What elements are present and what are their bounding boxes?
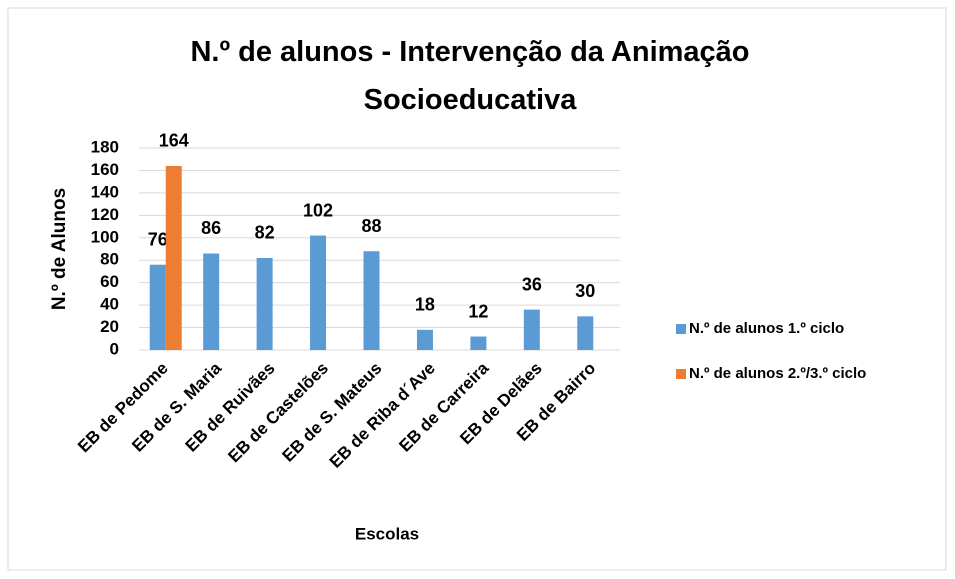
legend-swatch	[676, 324, 686, 334]
data-label: 30	[575, 281, 595, 301]
bar	[577, 316, 594, 350]
chart-title: N.º de alunos - Intervenção da Animação …	[190, 36, 750, 116]
legend-label: N.º de alunos 2.º/3.º ciclo	[689, 365, 866, 382]
y-tick-label: 100	[91, 227, 119, 246]
bar	[363, 251, 380, 350]
y-tick-label: 20	[100, 317, 119, 336]
x-axis-title: Escolas	[355, 524, 419, 543]
y-tick-label: 120	[91, 205, 119, 224]
y-axis-title: N.º de Alunos	[49, 188, 70, 310]
data-label: 82	[255, 223, 275, 243]
bar	[165, 165, 182, 350]
bar	[203, 253, 220, 350]
y-tick-label: 160	[91, 160, 119, 179]
data-label: 18	[415, 295, 435, 315]
y-tick-label: 0	[110, 339, 119, 358]
legend-label: N.º de alunos 1.º ciclo	[689, 320, 844, 337]
data-label: 36	[522, 274, 542, 294]
legend-swatch	[676, 369, 686, 379]
bar	[256, 257, 273, 350]
data-label: 88	[361, 216, 381, 236]
data-label: 86	[201, 218, 221, 238]
bar	[310, 235, 327, 350]
bar	[149, 264, 166, 350]
data-label: 102	[303, 200, 333, 220]
data-label: 12	[468, 301, 488, 321]
y-tick-label: 180	[91, 137, 119, 156]
y-tick-label: 40	[100, 295, 119, 314]
y-tick-label: 140	[91, 182, 119, 201]
bar	[470, 336, 487, 350]
y-tick-label: 60	[100, 272, 119, 291]
data-label: 76	[148, 229, 168, 249]
y-tick-label: 80	[100, 250, 119, 269]
bar	[416, 329, 433, 350]
data-label: 164	[159, 131, 189, 151]
bar	[523, 309, 540, 350]
